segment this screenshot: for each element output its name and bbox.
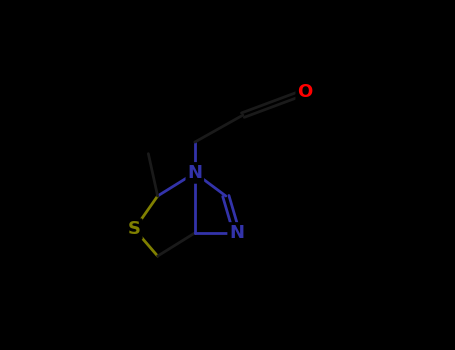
Text: N: N <box>187 164 202 182</box>
Text: O: O <box>297 83 313 101</box>
Text: S: S <box>128 220 141 238</box>
Text: N: N <box>229 224 244 242</box>
